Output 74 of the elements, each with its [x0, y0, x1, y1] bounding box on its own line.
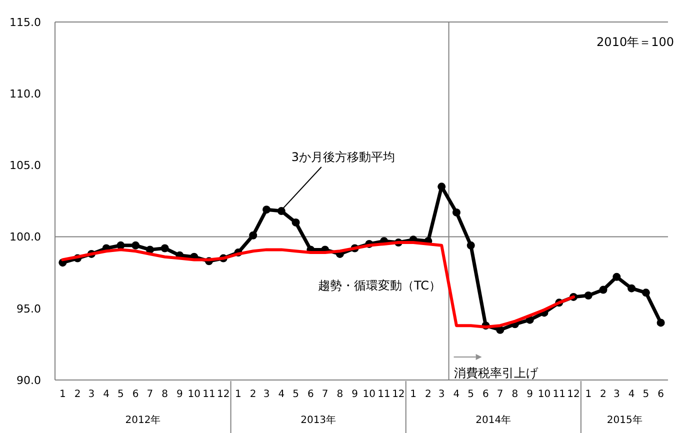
x-tick-label: 1 [235, 389, 242, 400]
point [656, 318, 665, 327]
x-tick-label: 4 [103, 389, 110, 400]
y-tick-label: 100.0 [10, 230, 41, 244]
x-tick-label: 6 [132, 389, 139, 400]
text: 2012年 [125, 414, 161, 426]
x-tick-label: 3 [438, 389, 445, 400]
point [452, 208, 460, 216]
point [496, 326, 504, 334]
x-tick-label: 9 [352, 389, 358, 400]
x-tick-label: 3 [88, 389, 95, 400]
x-tick-label: 7 [146, 389, 154, 400]
point [628, 284, 636, 292]
x-tick-label: 2 [74, 389, 81, 400]
point [642, 288, 650, 297]
point [466, 241, 475, 250]
point [292, 218, 300, 226]
point [438, 182, 446, 191]
x-tick-label: 1 [410, 389, 416, 400]
x-tick-label: 1 [585, 389, 592, 400]
x-tick-label: 6 [482, 389, 489, 400]
point [584, 292, 592, 300]
text: 2013年 [300, 414, 336, 426]
text: 2014年 [476, 414, 512, 426]
x-tick-label: 11 [378, 389, 390, 400]
x-tick-label: 10 [538, 389, 551, 400]
x-tick-label: 3 [263, 389, 270, 400]
x-tick-label: 4 [453, 389, 460, 400]
y-tick-label: 110.0 [10, 87, 41, 100]
x-tick-label: 8 [512, 389, 518, 400]
x-tick-label: 9 [176, 389, 183, 400]
x-tick-label: 12 [392, 389, 405, 400]
x-tick-label: 1 [59, 389, 66, 400]
x-tick-label: 4 [628, 389, 635, 400]
x-tick-label: 10 [362, 389, 376, 400]
point [146, 246, 154, 254]
x-tick-label: 11 [552, 389, 566, 400]
x-tick-label: 6 [658, 389, 664, 400]
text: 2015年 [606, 414, 642, 426]
x-tick-label: 11 [202, 389, 216, 400]
annotation: 2010年＝100 [596, 35, 674, 49]
x-tick-label: 5 [642, 389, 650, 400]
x-tick-label: 10 [188, 389, 200, 400]
point [116, 241, 125, 250]
x-tick-label: 5 [468, 389, 474, 400]
y-tick-label: 95.0 [16, 302, 41, 316]
y-tick-label: 115.0 [10, 16, 41, 29]
point [599, 286, 608, 294]
point [249, 231, 258, 240]
x-tick-label: 12 [216, 389, 230, 400]
x-tick-label: 8 [162, 389, 168, 400]
y-tick-label: 90.0 [16, 374, 41, 387]
point [132, 241, 140, 250]
x-tick-label: 7 [322, 389, 328, 400]
x-tick-label: 7 [496, 389, 504, 400]
x-tick-label: 12 [567, 389, 580, 400]
x-tick-label: 8 [336, 389, 344, 400]
ref-line-label: 消費税率引上げ [454, 366, 539, 380]
y-tick-label: 105.0 [10, 159, 41, 172]
x-tick-label: 5 [292, 389, 299, 400]
x-tick-label: 9 [526, 389, 534, 400]
x-tick-label: 4 [278, 389, 285, 400]
x-tick-label: 3 [613, 389, 620, 400]
point [612, 272, 621, 281]
point [277, 207, 286, 216]
text: 3か月後方移動平均 [291, 150, 396, 164]
x-tick-label: 5 [118, 389, 124, 400]
point [262, 206, 271, 214]
x-tick-label: 2 [250, 389, 256, 400]
x-tick-label: 2 [424, 389, 432, 400]
point [160, 244, 169, 252]
x-tick-label: 6 [307, 389, 314, 400]
x-tick-label: 2 [600, 389, 606, 400]
series-label: 趨勢・循環変動（TC） [318, 278, 442, 292]
